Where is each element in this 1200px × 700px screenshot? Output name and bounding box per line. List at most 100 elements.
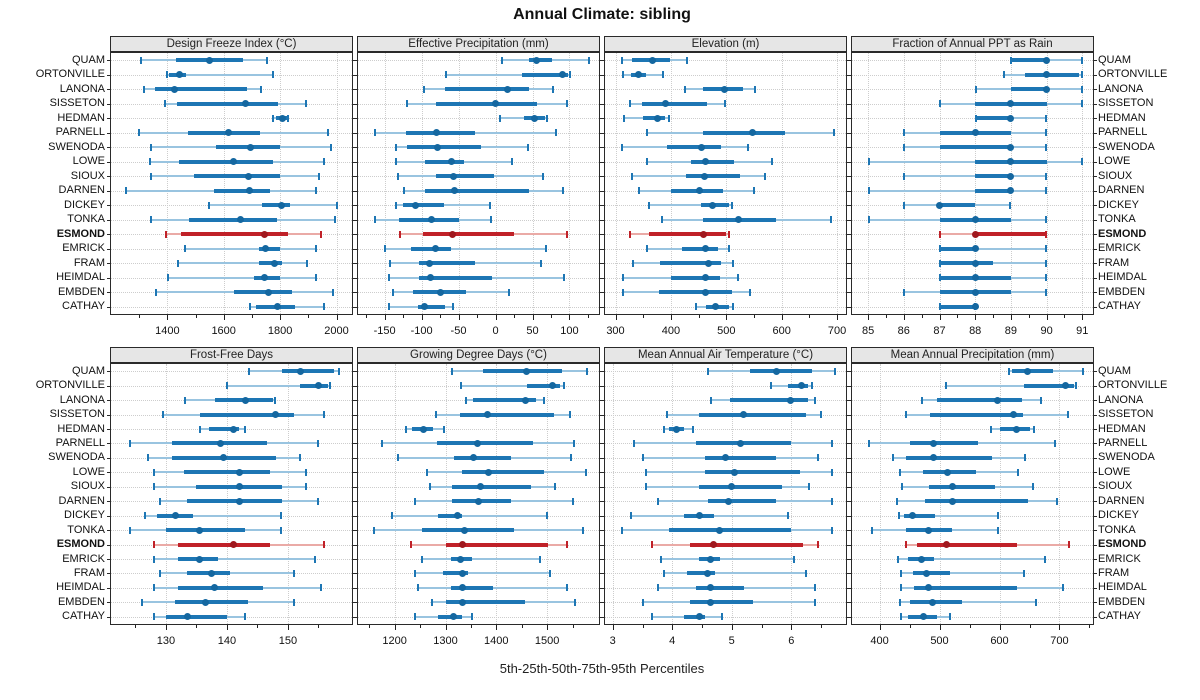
station-label-left-heimdal: HEIMDAL: [56, 271, 105, 284]
median-dot: [202, 598, 210, 606]
whisker-cap-low: [155, 288, 158, 296]
gridline-horizontal: [852, 371, 1093, 373]
whisker-cap-low: [629, 100, 632, 108]
iqr-bar: [443, 571, 469, 576]
station-label-right-lanona: LANONA: [1098, 82, 1144, 95]
whisker-cap-high: [1045, 245, 1048, 253]
chart-title: Annual Climate: sibling: [513, 6, 691, 23]
y-tick-left: [601, 443, 604, 445]
iqr-bar: [939, 304, 976, 309]
gridline-horizontal: [852, 89, 1093, 91]
whisker-cap-high: [1080, 158, 1083, 166]
whisker-cap-high: [1032, 425, 1035, 433]
median-dot: [241, 396, 249, 404]
whisker-cap-high: [691, 425, 694, 433]
y-tick-left: [354, 248, 357, 250]
gridline-horizontal: [358, 429, 599, 430]
whisker-cap-high: [272, 71, 275, 79]
y-tick-left: [107, 147, 110, 149]
median-dot: [272, 411, 280, 419]
panel-plot-effective-precipitation-mm: [357, 52, 600, 315]
iqr-bar: [913, 571, 951, 576]
whisker-cap-high: [316, 497, 319, 505]
station-label-right-emrick: EMRICK: [1098, 552, 1141, 565]
x-major-tick: [384, 315, 386, 320]
iqr-bar: [699, 484, 783, 489]
station-label-left-lowe: LOWE: [72, 155, 105, 168]
x-minor-tick: [477, 315, 478, 318]
whisker-cap-high: [280, 512, 283, 520]
whisker-range: [167, 276, 317, 279]
whisker-cap-low: [247, 367, 250, 375]
y-tick-left: [601, 263, 604, 265]
x-tick-label: 150: [278, 635, 298, 647]
median-dot: [930, 439, 937, 447]
gridline-horizontal: [111, 306, 352, 308]
whisker-cap-low: [903, 129, 906, 137]
whisker-range: [153, 558, 316, 560]
whisker-cap-low: [460, 382, 463, 390]
gridline-vertical: [999, 364, 1001, 624]
x-tick-label: 1800: [267, 325, 293, 337]
whisker-cap-low: [405, 100, 408, 108]
median-dot: [503, 85, 511, 93]
y-tick-left: [354, 457, 357, 459]
whisker-cap-low: [153, 483, 156, 491]
y-tick-right: [1094, 60, 1097, 62]
x-tick-label: 91: [1076, 325, 1089, 337]
median-dot: [748, 129, 756, 137]
iqr-bar: [685, 174, 740, 179]
y-tick-right: [1094, 472, 1097, 474]
whisker-cap-high: [569, 454, 572, 462]
gridline-vertical: [670, 53, 672, 314]
x-tick-label: 50: [526, 325, 539, 337]
panel-header-design-freeze-index-c: Design Freeze Index (°C): [110, 36, 353, 52]
y-tick-left: [354, 132, 357, 134]
y-tick-left: [848, 161, 851, 163]
whisker-cap-low: [899, 613, 902, 621]
x-major-tick: [496, 625, 498, 630]
median-dot: [1007, 187, 1015, 195]
median-dot: [531, 114, 539, 122]
median-dot: [971, 129, 979, 137]
iqr-bar: [180, 232, 289, 237]
y-tick-left: [848, 472, 851, 474]
iqr-bar: [690, 600, 753, 605]
y-tick-left: [354, 501, 357, 503]
whisker-cap-low: [621, 56, 624, 64]
x-major-tick: [837, 315, 839, 320]
whisker-cap-high: [304, 100, 307, 108]
median-dot: [314, 382, 322, 390]
median-dot: [261, 274, 269, 282]
whisker-cap-low: [895, 497, 898, 505]
station-label-left-hedman: HEDMAN: [57, 111, 105, 124]
median-dot: [420, 425, 428, 433]
y-tick-left: [354, 371, 357, 373]
y-tick-left: [848, 544, 851, 546]
iqr-bar: [1010, 87, 1047, 92]
whisker-cap-low: [870, 526, 873, 534]
median-dot: [437, 288, 445, 296]
y-tick-left: [601, 60, 604, 62]
whisker-cap-high: [1080, 56, 1083, 64]
y-tick-left: [601, 103, 604, 105]
x-major-tick: [569, 315, 571, 320]
median-dot: [1043, 56, 1051, 64]
whisker-cap-high: [727, 230, 730, 238]
gridline-horizontal: [358, 616, 599, 618]
x-tick-label: 2000: [324, 325, 349, 337]
y-tick-left: [848, 89, 851, 91]
whisker-cap-low: [645, 468, 647, 476]
y-tick-left: [848, 263, 851, 265]
iqr-bar: [411, 246, 452, 251]
y-tick-right: [1094, 277, 1097, 279]
whisker-cap-high: [810, 382, 813, 390]
whisker-cap-high: [831, 439, 834, 447]
median-dot: [235, 468, 243, 476]
whisker-cap-high: [724, 100, 727, 108]
y-tick-left: [107, 501, 110, 503]
station-label-right-lowe: LOWE: [1098, 465, 1131, 478]
median-dot: [949, 497, 957, 505]
iqr-bar: [924, 499, 1028, 504]
x-tick-label: 6: [788, 635, 795, 647]
